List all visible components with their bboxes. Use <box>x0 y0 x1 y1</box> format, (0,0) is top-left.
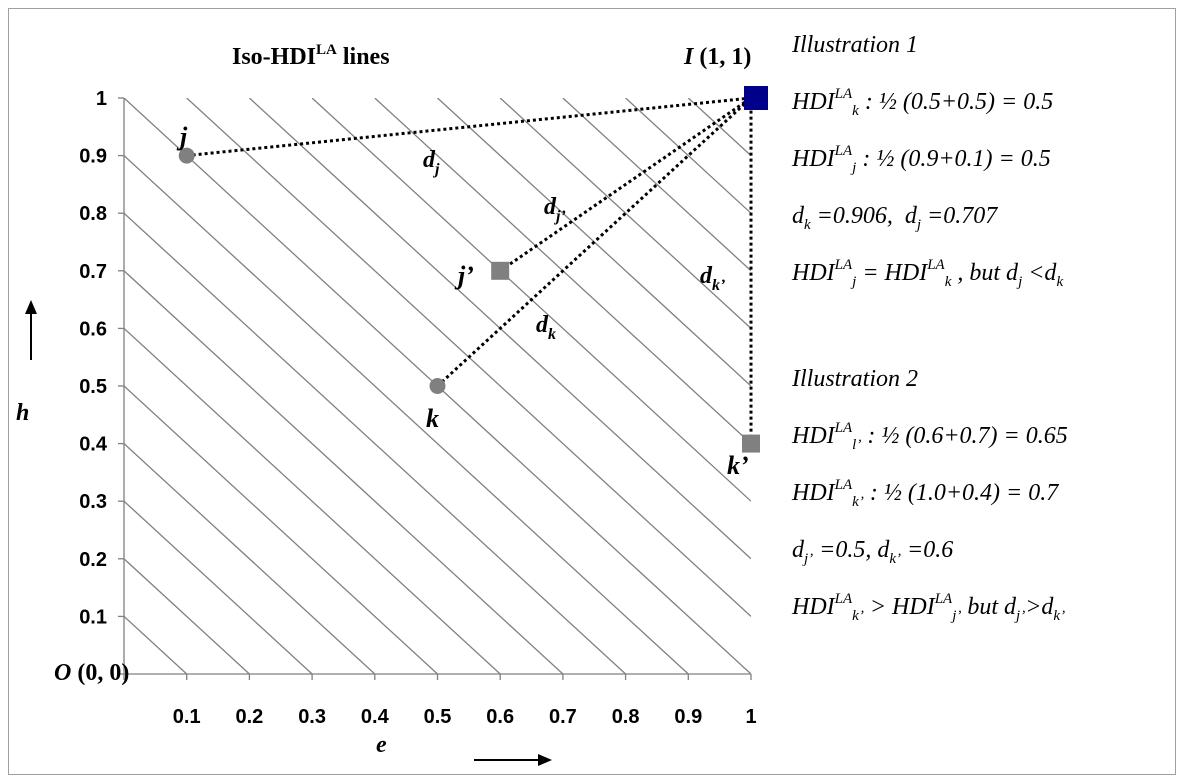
illustration-2-line-4: HDILAk’ > HDILAj’ but dj’>dk’ <box>792 591 1066 624</box>
point-label-j-prime: j’ <box>454 261 474 290</box>
illustration-1-line-3: dk =0.906, dj =0.707 <box>792 203 998 233</box>
illustration-1-line-2: HDILAj : ½ (0.9+0.1) = 0.5 <box>792 143 1051 176</box>
illustration-2-line-3: dj’ =0.5, dk’ =0.6 <box>792 537 954 567</box>
x-tick-label: 0.8 <box>612 706 640 728</box>
illustration-2-line-1: HDILAl’ : ½ (0.6+0.7) = 0.65 <box>792 420 1068 453</box>
x-tick-label: 0.5 <box>424 706 452 728</box>
data-points <box>178 86 768 453</box>
y-tick-label: 0.6 <box>79 318 107 340</box>
y-axis-arrow <box>25 300 37 360</box>
x-tick-label: 0.1 <box>173 706 201 728</box>
illustration-2-title: Illustration 2 <box>792 366 919 392</box>
iso-line-1 <box>124 615 188 674</box>
distance-line-j-prime <box>499 96 752 273</box>
point-ideal <box>744 86 768 110</box>
y-tick-label: 0.4 <box>79 434 108 456</box>
iso-line-18 <box>625 98 751 214</box>
y-tick-label: 0.5 <box>79 376 107 398</box>
chart-title: Iso-HDILA lines <box>232 42 390 70</box>
point-j-prime <box>491 261 510 280</box>
illustration-1-line-4: HDILAj = HDILAk , but dj <dk <box>792 257 1064 290</box>
iso-line-7 <box>124 270 564 674</box>
y-tick-label: 0.1 <box>79 606 107 628</box>
x-tick-label: 0.4 <box>361 706 390 728</box>
distance-label-dj-prime: dj’ <box>544 194 566 225</box>
iso-line-6 <box>124 327 501 674</box>
point-label-k: k <box>426 404 439 433</box>
x-tick-label: 0.3 <box>298 706 326 728</box>
tick-labels: 0.1 0.2 0.3 0.4 0.5 0.6 0.7 0.8 0.9 1 0.1 0.2 0.3 0.4… <box>79 88 756 728</box>
ideal-point-label: I (1, 1) <box>683 44 751 70</box>
distance-lines <box>186 96 753 444</box>
iso-line-2 <box>124 558 250 674</box>
x-axis-arrow <box>474 754 552 766</box>
x-axis-title: e <box>376 732 387 758</box>
x-tick-label: 0.7 <box>549 706 577 728</box>
iso-line-4 <box>124 443 376 674</box>
iso-line-3 <box>124 500 313 674</box>
x-tick-label: 0.6 <box>486 706 514 728</box>
y-tick-label: 0.9 <box>79 146 107 168</box>
y-axis-title: h <box>16 400 29 426</box>
iso-line-17 <box>562 98 751 272</box>
x-tick-label: 0.9 <box>674 706 702 728</box>
x-tick-label: 1 <box>745 706 756 728</box>
y-tick-label: 0.2 <box>79 549 107 571</box>
illustration-1-title: Illustration 1 <box>792 32 919 58</box>
y-tick-label: 0.7 <box>79 261 107 283</box>
distance-label-dk: dk <box>536 312 556 343</box>
y-tick-label: 1 <box>96 88 107 110</box>
y-tick-label: 0.8 <box>79 203 107 225</box>
illustration-2-line-2: HDILAk’ : ½ (1.0+0.4) = 0.7 <box>792 477 1059 510</box>
distance-line-k <box>436 96 753 388</box>
iso-line-5 <box>124 385 438 674</box>
x-tick-label: 0.2 <box>235 706 263 728</box>
point-k-prime <box>742 434 760 453</box>
y-tick-label: 0.3 <box>79 491 107 513</box>
point-label-k-prime: k’ <box>727 451 749 480</box>
illustration-1-line-1: HDILAk : ½ (0.5+0.5) = 0.5 <box>792 86 1054 119</box>
distance-label-dj: dj <box>423 147 440 178</box>
origin-label: O (0, 0) <box>54 660 129 686</box>
iso-line-9 <box>124 155 689 674</box>
iso-line-8 <box>124 212 627 674</box>
iso-line-16 <box>499 98 751 329</box>
iso-line-19 <box>687 98 751 157</box>
distance-line-j <box>186 96 752 158</box>
point-k <box>429 378 446 394</box>
point-j <box>178 147 195 164</box>
distance-label-dk-prime: dk’ <box>700 263 726 294</box>
axes <box>118 97 752 680</box>
